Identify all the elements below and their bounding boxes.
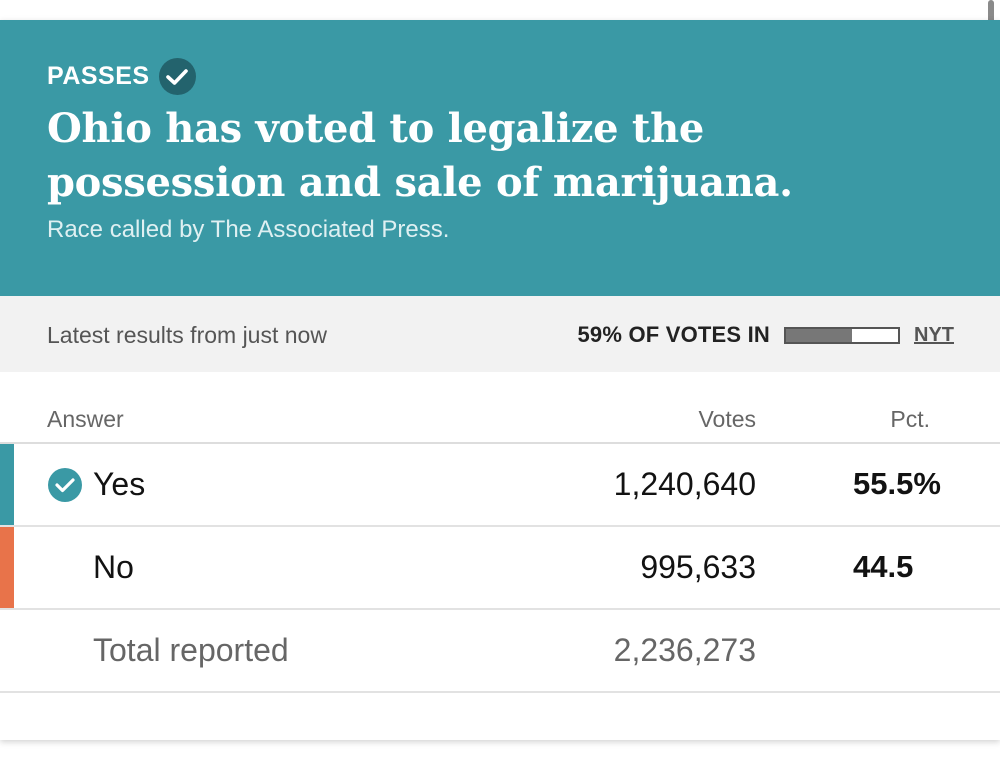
votes-in-indicator: 59% OF VOTES IN NYT xyxy=(578,322,955,348)
column-header-answer: Answer xyxy=(47,406,124,432)
votes-no: 995,633 xyxy=(640,549,756,585)
table-header: Answer Votes Pct. xyxy=(0,372,1000,444)
answer-no: No xyxy=(93,549,134,585)
check-icon xyxy=(158,58,196,95)
results-meta-bar: Latest results from just now 59% OF VOTE… xyxy=(0,296,1000,372)
status-label: PASSES xyxy=(47,62,150,90)
winner-check-icon xyxy=(48,468,82,502)
column-header-votes: Votes xyxy=(698,406,756,432)
answer-yes: Yes xyxy=(93,466,146,502)
headline-line-2: possession and sale of marijuana. xyxy=(47,159,793,206)
results-table: Answer Votes Pct. Yes 1,240,640 55.5% No… xyxy=(0,372,1000,693)
votes-in-label: 59% OF VOTES IN xyxy=(577,322,770,347)
table-row-no: No 995,633 44.5 xyxy=(0,527,1000,610)
race-called-note: Race called by The Associated Press. xyxy=(47,216,450,243)
pct-no: 44.5 xyxy=(853,549,914,584)
total-reported-votes: 2,236,273 xyxy=(613,632,756,668)
headline: Ohio has voted to legalize the possessio… xyxy=(47,102,947,210)
latest-results-text: Latest results from just now xyxy=(47,322,327,348)
table-row-total: Total reported 2,236,273 xyxy=(0,610,1000,693)
yes-color-swatch xyxy=(0,444,14,525)
results-card: PASSES Ohio has voted to legalize the po… xyxy=(0,20,1000,740)
status-line: PASSES xyxy=(47,58,196,95)
column-header-pct: Pct. xyxy=(890,406,930,432)
pct-yes: 55.5% xyxy=(853,466,941,501)
votes-in-progress-fill xyxy=(786,328,853,342)
votes-in-progress-bar xyxy=(784,326,900,344)
table-row-yes: Yes 1,240,640 55.5% xyxy=(0,444,1000,527)
headline-line-1: Ohio has voted to legalize the xyxy=(47,105,705,152)
nyt-estimate-link[interactable]: NYT xyxy=(914,323,954,346)
no-color-swatch xyxy=(0,527,14,608)
total-reported-label: Total reported xyxy=(93,632,289,668)
result-banner: PASSES Ohio has voted to legalize the po… xyxy=(0,20,1000,296)
votes-yes: 1,240,640 xyxy=(613,466,756,502)
